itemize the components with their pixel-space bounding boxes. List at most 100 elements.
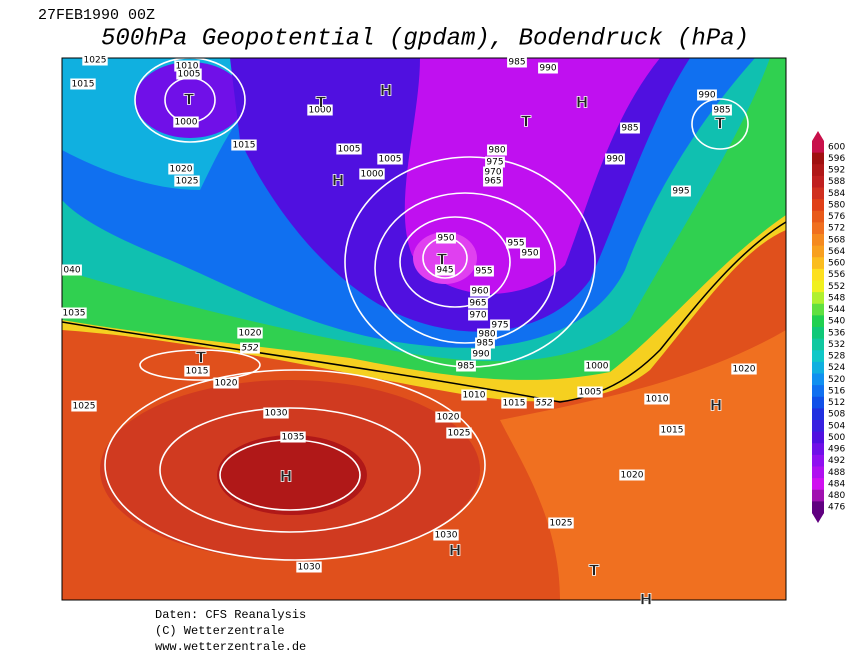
legend-label: 512	[828, 398, 845, 408]
date: 27FEB1990 00Z	[38, 7, 155, 24]
label-box	[487, 144, 507, 156]
label-box	[184, 365, 210, 377]
pressure-label: 1020	[621, 471, 644, 481]
label-box	[213, 377, 239, 389]
label-box	[468, 297, 488, 309]
pressure-label: 955	[475, 267, 492, 277]
label-box	[307, 104, 333, 116]
pressure-label: 1000	[175, 118, 198, 128]
legend-swatch	[812, 478, 824, 491]
legend-label: 532	[828, 340, 845, 350]
pressure-label: 1025	[176, 177, 199, 187]
pressure-label: 1005	[338, 145, 361, 155]
label-box	[731, 363, 757, 375]
legend-swatch	[812, 443, 824, 456]
pressure-label: 985	[508, 58, 525, 68]
pressure-center: T	[184, 91, 195, 109]
label-box	[470, 285, 490, 297]
pressure-label: 990	[606, 155, 623, 165]
pressure-label: 965	[484, 177, 501, 187]
label-box	[490, 319, 510, 331]
pressure-label: 1025	[73, 402, 96, 412]
label-box	[461, 389, 487, 401]
label-box	[173, 116, 199, 128]
pressure-center: T	[715, 115, 726, 133]
pressure-label: 985	[476, 339, 493, 349]
legend-label: 600	[828, 142, 845, 152]
legend-arrow-top	[812, 131, 824, 141]
pressure-label: 985	[457, 362, 474, 372]
pressure-label: 040	[63, 266, 80, 276]
legend-swatch	[812, 361, 824, 374]
pressure-label: 970	[484, 168, 501, 178]
label-box	[237, 327, 263, 339]
legend-label: 584	[828, 189, 845, 199]
pressure-center: H	[332, 172, 345, 190]
legend-swatch	[812, 315, 824, 328]
legend-swatch	[812, 431, 824, 444]
pressure-center: H	[280, 468, 293, 486]
legend-label: 484	[828, 479, 845, 489]
pressure-label: 1015	[661, 426, 684, 436]
pressure-label: 1015	[186, 367, 209, 377]
label-box	[174, 175, 200, 187]
pressure-label: 985	[713, 106, 730, 116]
label-box	[436, 232, 456, 244]
label-box	[501, 397, 527, 409]
label-box	[485, 156, 505, 168]
footer-line: Daten: CFS Reanalysis	[155, 608, 306, 622]
legend-label: 548	[828, 293, 845, 303]
pressure-center: H	[710, 397, 723, 415]
label-box	[538, 62, 558, 74]
label-box	[584, 360, 610, 372]
pressure-label: 980	[478, 330, 495, 340]
pressure-label: 1025	[448, 429, 471, 439]
pressure-label: 552	[241, 344, 258, 354]
legend-swatch	[812, 327, 824, 340]
pressure-center: T	[316, 94, 327, 112]
legend-swatch	[812, 338, 824, 351]
legend-swatch	[812, 222, 824, 235]
legend-label: 516	[828, 386, 845, 396]
legend-label: 500	[828, 433, 845, 443]
pressure-label: 1020	[733, 365, 756, 375]
pressure-label: 1005	[579, 388, 602, 398]
pressure-label: 995	[672, 187, 689, 197]
pressure-label: 1010	[176, 62, 199, 72]
legend-label: 564	[828, 247, 845, 257]
legend-swatch	[812, 199, 824, 212]
pressure-label: 1020	[437, 413, 460, 423]
pressure-label: 975	[486, 158, 503, 168]
pressure-label: 1035	[282, 433, 305, 443]
label-box	[377, 153, 403, 165]
label-box	[446, 427, 472, 439]
pressure-label: 990	[539, 64, 556, 74]
pressure-label: 1000	[309, 106, 332, 116]
label-box	[62, 264, 82, 276]
pressure-label: 1020	[215, 379, 238, 389]
legend-swatch	[812, 501, 824, 514]
label-box	[468, 309, 488, 321]
label-box	[263, 407, 289, 419]
legend-label: 476	[828, 503, 845, 513]
pressure-label: 1035	[63, 309, 86, 319]
legend-swatch	[812, 234, 824, 247]
footer-line: www.wetterzentrale.de	[155, 640, 306, 654]
legend-label: 540	[828, 317, 845, 327]
pressure-center: T	[521, 113, 532, 131]
legend-swatch	[812, 141, 824, 154]
label-box	[475, 337, 495, 349]
legend-swatch	[812, 152, 824, 165]
label-box	[506, 237, 526, 249]
pressure-center: T	[437, 251, 448, 269]
label-box	[359, 168, 385, 180]
label-box	[174, 60, 200, 72]
label-box	[474, 265, 494, 277]
pressure-label: 1000	[361, 170, 384, 180]
label-box	[477, 328, 497, 340]
label-box	[619, 469, 645, 481]
pressure-label: 1020	[170, 165, 193, 175]
legend-swatch	[812, 303, 824, 316]
title: 500hPa Geopotential (gpdam), Bodendruck …	[101, 25, 749, 52]
